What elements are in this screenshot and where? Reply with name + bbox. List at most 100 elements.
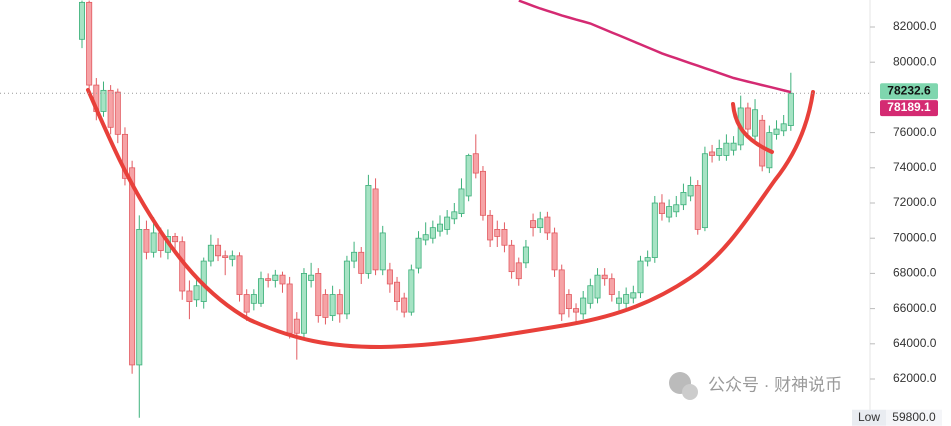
y-tick-label: 70000.0 xyxy=(893,230,937,244)
price-label-box xyxy=(880,100,938,117)
candle-body xyxy=(580,297,587,315)
plot-area xyxy=(79,0,794,418)
candle-body xyxy=(515,262,522,280)
candle-body xyxy=(594,274,601,299)
candle-body xyxy=(451,211,458,220)
candle-body xyxy=(143,229,150,253)
price-label-box xyxy=(880,83,938,100)
candle-body xyxy=(472,153,479,174)
candle-body xyxy=(787,92,794,126)
low-label-box xyxy=(852,409,886,426)
drawn-handle-curve xyxy=(731,102,774,154)
candle-body xyxy=(744,107,751,130)
candle-body xyxy=(193,285,200,301)
candle-body xyxy=(272,274,279,281)
y-tick-label: 80000.0 xyxy=(893,54,937,68)
candle-body xyxy=(336,294,343,315)
candle-body xyxy=(358,251,365,274)
candle-body xyxy=(315,273,322,317)
candle-body xyxy=(79,1,86,40)
candle-body xyxy=(501,229,508,246)
candle-body xyxy=(773,128,780,135)
y-tick-label: 74000.0 xyxy=(893,160,937,174)
y-tick-label: 64000.0 xyxy=(893,336,937,350)
candle-body xyxy=(465,155,472,197)
candle-body xyxy=(322,294,329,318)
candle-body xyxy=(587,285,594,304)
candle-body xyxy=(300,273,307,334)
candle-body xyxy=(573,308,580,313)
candle-body xyxy=(129,167,136,366)
candle-body xyxy=(780,123,787,132)
candle-body xyxy=(637,260,644,294)
candle-body xyxy=(172,236,179,243)
candle-body xyxy=(365,185,372,274)
candle-body xyxy=(537,218,544,229)
candle-body xyxy=(279,274,286,285)
candle-body xyxy=(458,188,465,214)
candle-body xyxy=(394,281,401,302)
y-tick-label: 62000.0 xyxy=(893,371,937,385)
watermark-text: 公众号 · 财神说币 xyxy=(708,375,842,394)
candle-body xyxy=(673,204,680,213)
candle-body xyxy=(136,229,143,366)
candle-body xyxy=(286,283,293,334)
candle-body xyxy=(759,119,766,167)
candle-body xyxy=(444,216,451,230)
y-tick-label: 72000.0 xyxy=(893,195,937,209)
watermark: 公众号 · 财神说币 xyxy=(669,372,842,400)
candle-body xyxy=(215,244,222,257)
price-label: 78232.6 xyxy=(887,83,931,97)
candle-body xyxy=(308,274,315,281)
low-label-title: Low xyxy=(858,410,880,424)
candle-body xyxy=(680,192,687,206)
y-tick-label: 82000.0 xyxy=(893,19,937,33)
candle-body xyxy=(186,290,193,302)
candle-body xyxy=(701,153,708,229)
candle-body xyxy=(730,142,737,151)
candle-body xyxy=(544,216,551,234)
candle-body xyxy=(293,318,300,334)
candle-body xyxy=(487,214,494,241)
candle-body xyxy=(630,292,637,299)
candle-body xyxy=(709,151,716,156)
candle-body xyxy=(616,297,623,304)
candle-body xyxy=(558,269,565,315)
candle-body xyxy=(207,244,214,262)
candle-body xyxy=(565,294,572,310)
candle-body xyxy=(494,229,501,237)
candle-body xyxy=(479,170,486,216)
candle-body xyxy=(422,234,429,241)
candle-body xyxy=(222,255,229,258)
candle-body xyxy=(508,244,515,273)
candle-body xyxy=(658,202,665,214)
candle-body xyxy=(601,274,608,280)
watermark-icon xyxy=(682,384,698,400)
candle-body xyxy=(100,89,107,112)
candle-body xyxy=(716,148,723,156)
candle-body xyxy=(236,255,243,295)
candle-body xyxy=(436,223,443,232)
candle-body xyxy=(257,278,264,304)
candle-body xyxy=(694,185,701,230)
candle-body xyxy=(121,133,128,179)
y-tick-label: 68000.0 xyxy=(893,266,937,280)
candle-body xyxy=(551,232,558,271)
candle-body xyxy=(415,237,422,269)
candle-body xyxy=(243,294,250,313)
candle-body xyxy=(351,251,358,262)
candle-body xyxy=(107,89,114,128)
price-label: 78189.1 xyxy=(887,100,931,114)
candle-body xyxy=(666,206,673,218)
candle-body xyxy=(723,142,730,156)
candle-body xyxy=(250,294,257,304)
candle-body xyxy=(386,269,393,285)
candle-body xyxy=(265,278,272,281)
moving-average-line xyxy=(518,0,792,94)
low-label-value: 59800.0 xyxy=(892,410,936,424)
y-tick-label: 76000.0 xyxy=(893,125,937,139)
candle-body xyxy=(229,255,236,260)
